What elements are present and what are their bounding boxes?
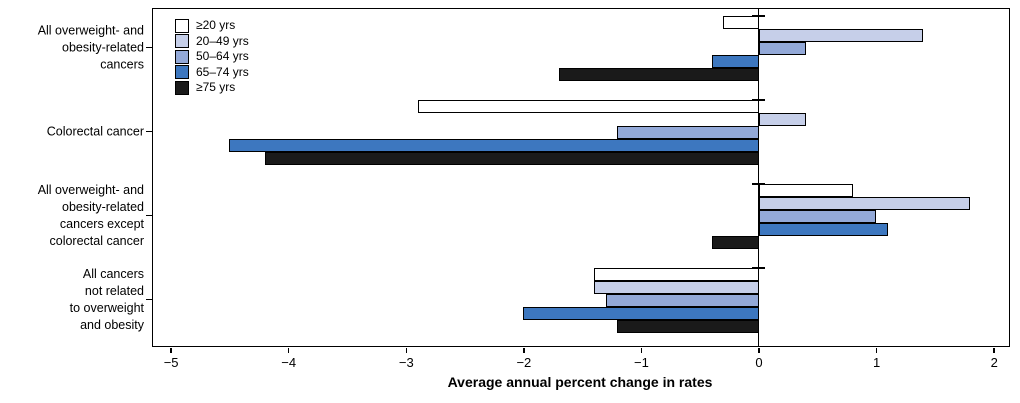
- legend-label: 50–64 yrs: [196, 49, 249, 63]
- legend-swatch: [175, 65, 189, 79]
- legend-swatch: [175, 80, 189, 95]
- category-label: Colorectal cancer: [46, 124, 144, 138]
- legend-label: 65–74 yrs: [196, 64, 249, 79]
- zero-axis-line: [757, 9, 760, 346]
- bar: [605, 294, 759, 307]
- x-tick: [758, 348, 760, 353]
- x-tick-label: 2: [990, 355, 998, 370]
- bar: [723, 16, 759, 29]
- bar: [229, 139, 759, 152]
- bar: [758, 184, 853, 197]
- x-tick: [170, 348, 172, 353]
- x-axis-label: Average annual percent change in rates: [447, 374, 713, 390]
- x-tick-label: −1: [634, 355, 649, 370]
- category-label: All cancers not related to overweight and o…: [69, 266, 144, 332]
- x-tick: [523, 348, 525, 353]
- x-tick-label: 1: [873, 355, 881, 370]
- group-baseline-tick: [752, 182, 766, 185]
- bar: [617, 126, 759, 139]
- legend-item: 50–64 yrs: [175, 49, 249, 64]
- bar: [417, 100, 759, 113]
- bar: [758, 42, 806, 55]
- group-baseline-tick: [752, 98, 766, 101]
- x-tick-label: −4: [281, 355, 297, 370]
- x-tick: [640, 348, 643, 353]
- x-tick-label: −3: [398, 355, 414, 370]
- bar: [758, 197, 971, 210]
- plot-area: ≥20 yrs 20–49 yrs 50–64 yrs 65–74 yrs ≥75 yr…: [152, 8, 1010, 347]
- legend-item: 65–74 yrs: [175, 64, 249, 79]
- legend-label: ≥75 yrs: [196, 80, 236, 94]
- bar: [593, 281, 759, 294]
- bar: [558, 68, 759, 81]
- x-tick-label: −5: [163, 355, 179, 370]
- category-label: All overweight- and obesity-related cancer…: [37, 23, 144, 71]
- legend-item: 20–49 yrs: [175, 33, 249, 48]
- legend-swatch: [175, 34, 189, 48]
- legend-swatch: [175, 18, 189, 33]
- bar: [758, 223, 888, 236]
- group-baseline-tick: [752, 266, 766, 269]
- x-tick: [993, 348, 995, 353]
- bar: [758, 29, 924, 42]
- x-tick-label: 0: [755, 355, 763, 370]
- legend-label: ≥20 yrs: [196, 18, 236, 32]
- bar: [264, 152, 759, 165]
- x-tick-label: −2: [516, 355, 532, 370]
- legend-item: ≥20 yrs: [175, 18, 249, 33]
- x-tick: [405, 348, 408, 353]
- bar: [617, 320, 759, 333]
- group-baseline-tick: [752, 14, 766, 17]
- legend: ≥20 yrs 20–49 yrs 50–64 yrs 65–74 yrs ≥75 yr…: [175, 18, 249, 97]
- category-label: All overweight- and obesity-related cancer…: [37, 182, 144, 248]
- bar: [523, 307, 759, 320]
- legend-label: 20–49 yrs: [196, 33, 249, 48]
- legend-item: ≥75 yrs: [175, 80, 249, 95]
- x-tick: [875, 348, 878, 353]
- bar: [711, 55, 759, 68]
- x-tick: [287, 348, 290, 353]
- bar: [758, 113, 806, 126]
- bar: [593, 268, 759, 281]
- legend-swatch: [175, 49, 189, 64]
- bar: [711, 236, 759, 249]
- bar: [758, 210, 877, 223]
